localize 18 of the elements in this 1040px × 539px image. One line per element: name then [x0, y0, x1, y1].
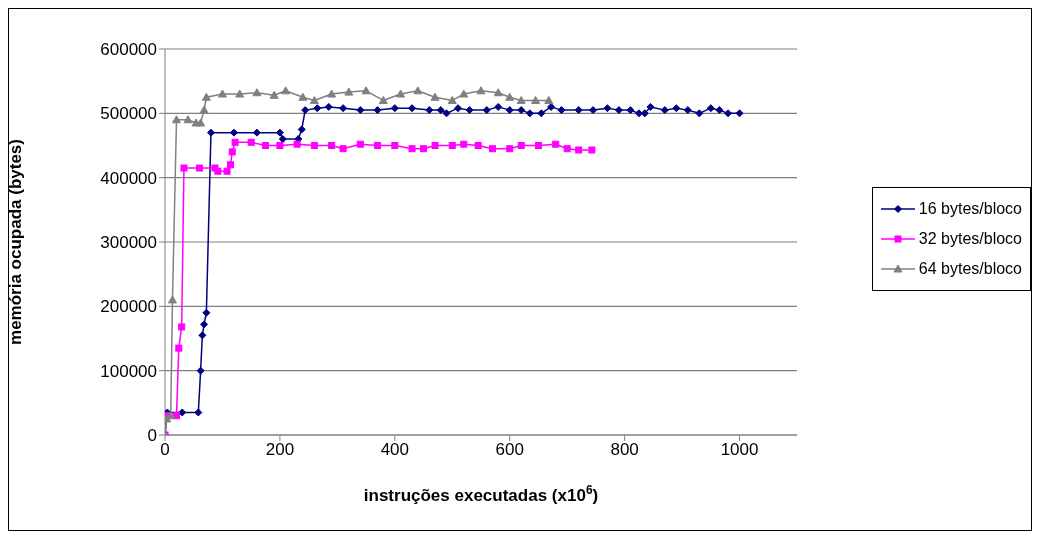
legend-label: 64 bytes/bloco — [918, 260, 1022, 278]
y-tick-label: 100000 — [100, 361, 157, 381]
x-tick-label: 1000 — [720, 440, 759, 460]
y-tick-label: 500000 — [100, 104, 157, 124]
y-tick-label: 300000 — [100, 233, 157, 253]
y-tick-label: 600000 — [100, 40, 157, 60]
x-axis-title: instruções executadas (x10$^{6}$) — [363, 483, 599, 505]
y-tick-label: 400000 — [100, 168, 157, 188]
y-axis-title: memória ocupada (bytes) — [6, 139, 25, 345]
legend-label: 32 bytes/bloco — [918, 230, 1022, 248]
x-tick-label: 400 — [380, 440, 410, 460]
legend-label: 16 bytes/bloco — [918, 200, 1022, 218]
x-tick-label: 800 — [610, 440, 639, 460]
x-tick-label: 200 — [265, 440, 295, 460]
x-tick-label: 600 — [495, 440, 524, 460]
y-tick-label: 0 — [147, 426, 157, 446]
y-tick-label: 200000 — [100, 297, 157, 317]
x-tick-label: 0 — [160, 440, 170, 460]
